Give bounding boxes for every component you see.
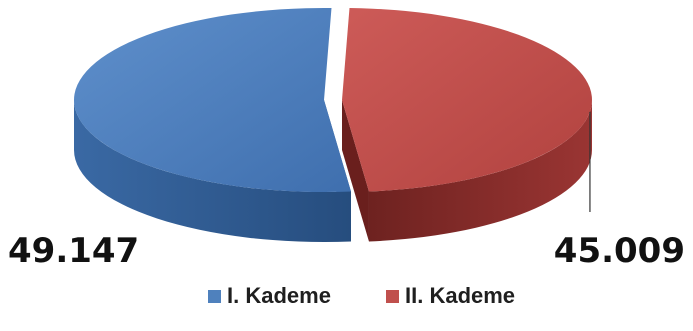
data-label-i-kademe: 49.147 [8,231,139,271]
slice-side [74,100,351,242]
legend: I. Kademe II. Kademe [208,283,515,308]
pie-slice-i-kademe [73,8,351,242]
data-label-ii-kademe: 45.009 [554,231,685,271]
legend-label-ii-kademe: II. Kademe [405,283,515,308]
legend-swatch-ii-kademe [386,290,399,303]
slice-side [368,100,592,242]
pie-slice-ii-kademe [342,8,592,242]
legend-swatch-i-kademe [208,290,221,303]
slice-top [73,8,351,193]
legend-label-i-kademe: I. Kademe [227,283,331,308]
slice-cut-face [342,100,369,242]
slice-top [342,8,592,192]
